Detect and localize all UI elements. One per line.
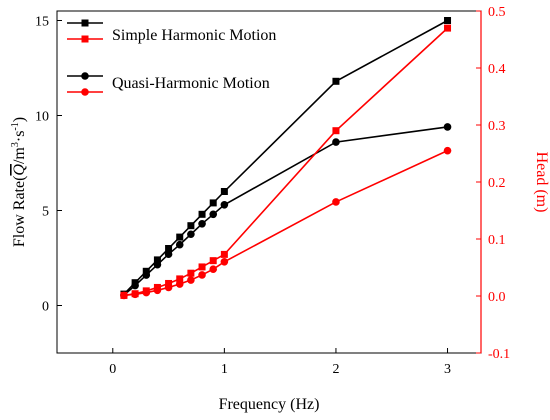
plot-area	[56, 10, 482, 354]
x-axis-title: Frequency (Hz)	[219, 396, 320, 413]
data-point	[164, 283, 173, 292]
data-point	[131, 281, 139, 290]
data-point	[120, 291, 128, 300]
right-y-axis-title: Head (m)	[533, 152, 550, 213]
legend-marker	[81, 72, 89, 80]
data-point	[153, 286, 162, 295]
data-point	[175, 240, 184, 249]
left-y-tick-label: 0	[42, 300, 49, 315]
data-point	[209, 257, 217, 265]
right-y-tick-label: 0.4	[488, 62, 506, 77]
ylabel-symbol: Q	[11, 164, 28, 176]
ylabel-mid: ·s	[11, 131, 28, 143]
data-point	[443, 146, 452, 155]
data-point	[165, 245, 173, 252]
data-point	[220, 258, 229, 266]
data-point	[187, 230, 195, 239]
series-1	[120, 123, 452, 299]
data-point	[175, 280, 184, 288]
right-y-tick-label: -0.1	[488, 347, 510, 362]
series-line	[123, 149, 448, 297]
left-y-axis-title: Flow Rate(Q/m3·s-1)	[10, 117, 28, 247]
legend-marker	[81, 88, 89, 96]
series-line	[123, 126, 448, 296]
data-point	[164, 250, 173, 258]
legend-label: Simple Harmonic Motion	[112, 27, 276, 44]
x-tick-label: 3	[444, 362, 451, 377]
data-point	[198, 263, 206, 271]
data-point	[332, 138, 340, 146]
data-point	[220, 201, 229, 209]
series-2	[120, 24, 452, 299]
right-y-tick-label: 0.0	[488, 290, 506, 305]
data-point	[142, 271, 151, 279]
series-layer	[120, 17, 452, 300]
legend-label: Quasi-Harmonic Motion	[112, 75, 270, 92]
data-point	[142, 288, 151, 297]
legend-entry-0: Simple Harmonic Motion	[67, 19, 276, 44]
series-line	[123, 27, 449, 297]
right-y-axis: -0.1 0.0 0.1 0.2 0.3 0.4 0.5	[476, 5, 510, 362]
data-point	[176, 275, 184, 283]
data-point	[332, 198, 340, 206]
right-y-tick-label: 0.3	[488, 119, 506, 134]
legend-marker	[81, 19, 89, 27]
left-y-axis: 0 5 10 15	[35, 15, 62, 315]
data-point	[153, 260, 162, 269]
legend: Simple Harmonic Motion Quasi-Harmonic Mot…	[67, 19, 276, 96]
right-y-tick-label: 0.2	[488, 176, 506, 191]
data-point	[220, 188, 228, 195]
data-point	[187, 269, 195, 277]
data-point	[131, 290, 139, 299]
data-point	[187, 222, 195, 230]
data-point	[443, 123, 452, 131]
data-point	[198, 271, 206, 279]
legend-marker	[81, 35, 89, 43]
ylabel-sup3: 3	[10, 142, 21, 147]
data-point	[332, 77, 340, 85]
left-y-tick-label: 5	[42, 205, 49, 220]
data-point	[209, 210, 218, 219]
legend-entry-1: Quasi-Harmonic Motion	[67, 72, 270, 96]
x-axis: 0 1 2 3	[109, 348, 451, 377]
left-y-tick-label: 15	[35, 15, 49, 30]
data-point	[209, 265, 218, 274]
x-tick-label: 1	[221, 362, 228, 377]
left-y-tick-label: 10	[35, 110, 49, 125]
plot-frame	[56, 10, 482, 354]
data-point	[209, 199, 217, 207]
series-3	[120, 146, 452, 300]
ylabel-close: )	[11, 117, 28, 122]
data-point	[220, 250, 228, 258]
ylabel-prefix: Flow Rate(	[11, 176, 28, 248]
data-point	[198, 210, 206, 218]
data-point	[153, 256, 161, 264]
x-tick-label: 2	[332, 362, 339, 377]
data-point	[187, 276, 195, 284]
data-point	[444, 17, 452, 24]
series-line	[123, 19, 448, 295]
x-tick-label: 0	[109, 362, 116, 377]
right-y-tick-label: 0.1	[488, 233, 506, 248]
ylabel-suffix: /m	[11, 147, 28, 164]
data-point	[198, 220, 206, 228]
ylabel-supm1: -1	[10, 122, 21, 130]
data-point	[332, 127, 340, 135]
data-point	[444, 24, 452, 32]
right-y-tick-label: 0.5	[488, 5, 506, 20]
data-point	[142, 267, 150, 275]
data-point	[176, 233, 184, 241]
data-point	[165, 279, 173, 287]
